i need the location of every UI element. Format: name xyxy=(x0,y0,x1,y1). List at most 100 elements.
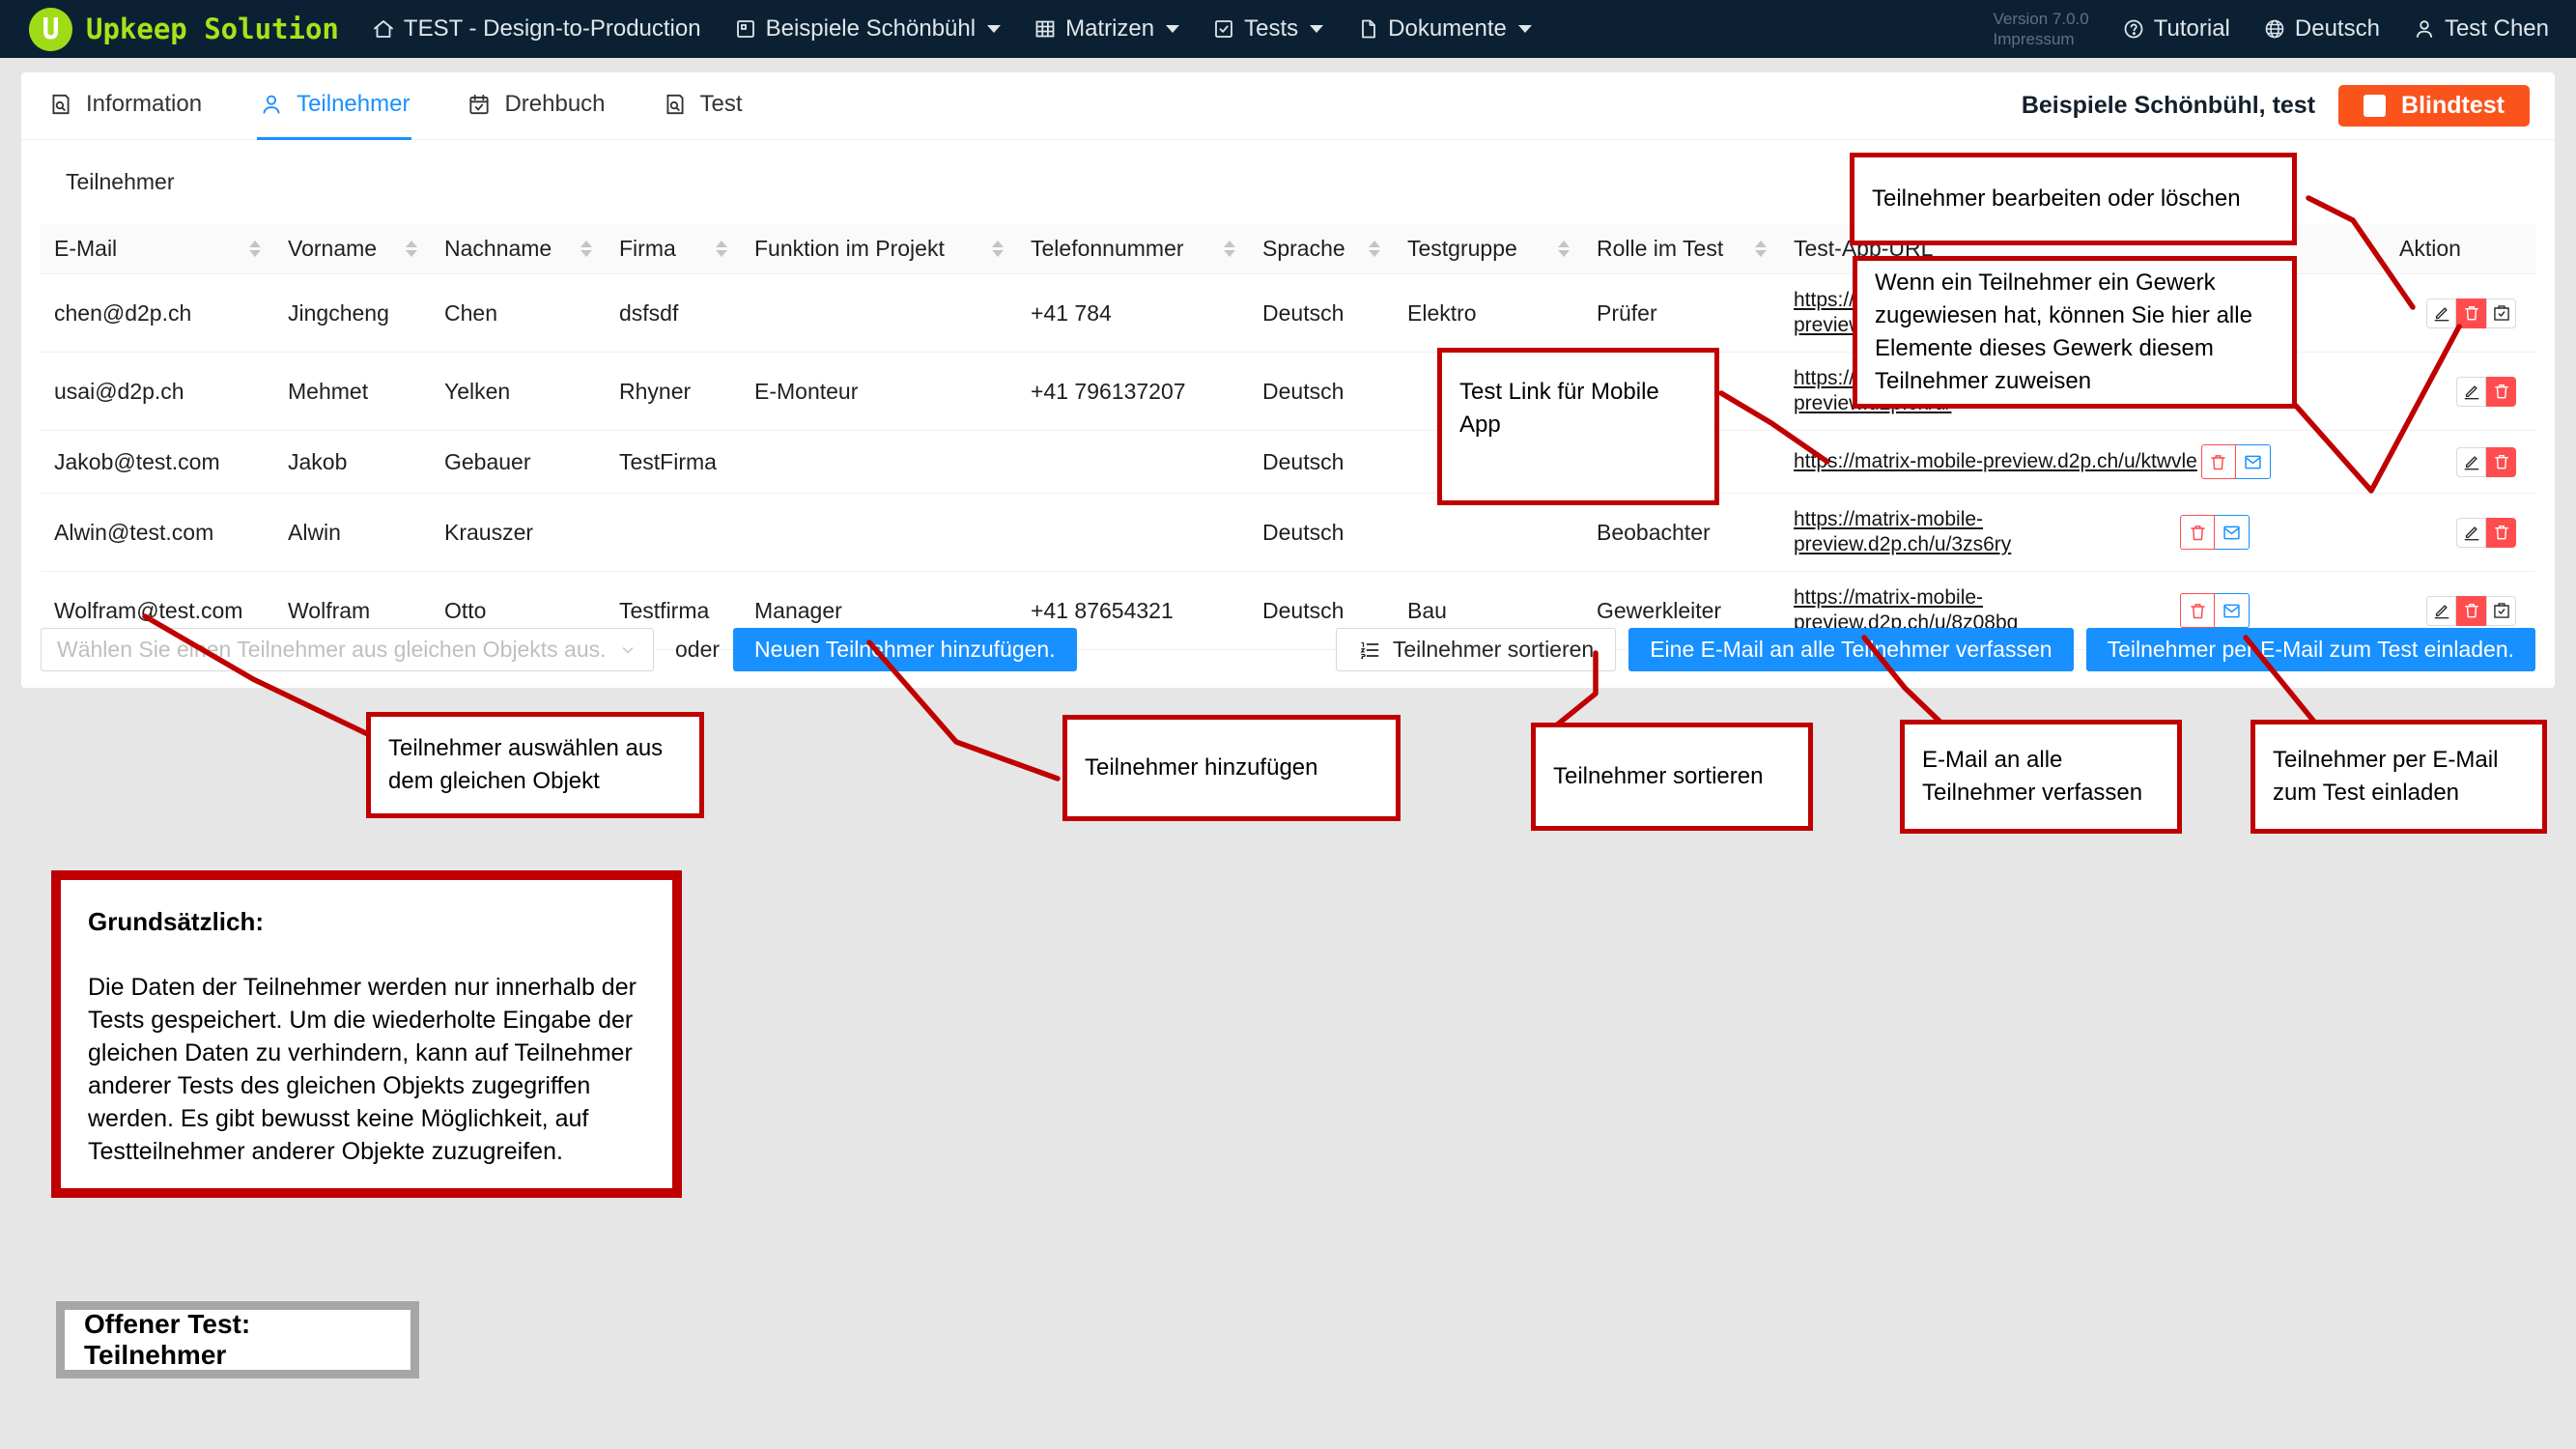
tutorial-link[interactable]: Tutorial xyxy=(2122,15,2230,43)
column-header-telefon[interactable]: Telefonnummer xyxy=(1017,224,1249,274)
nav-item-dokumente[interactable]: Dokumente xyxy=(1356,15,1532,43)
cell-telefon xyxy=(1017,493,1249,572)
cell-vorname: Jingcheng xyxy=(274,273,431,353)
sort-carets-icon[interactable] xyxy=(716,241,727,257)
trash-icon xyxy=(2190,525,2205,540)
column-header-nachname[interactable]: Nachname xyxy=(431,224,606,274)
test-app-url-link[interactable]: https://matrix-mobile-preview.d2p.ch/u/3… xyxy=(1794,508,2012,555)
chevron-down-icon xyxy=(622,646,634,653)
mail-icon xyxy=(2223,526,2240,539)
tab-drehbuch[interactable]: Drehbuch xyxy=(465,72,607,140)
cell-url: https://matrix-mobile-preview.d2p.ch/u/3… xyxy=(1780,493,2386,572)
sort-carets-icon[interactable] xyxy=(1224,241,1235,257)
url-mail-button[interactable] xyxy=(2235,444,2271,479)
edit-button[interactable] xyxy=(2426,298,2456,328)
nav-item-object[interactable]: Beispiele Schönbühl xyxy=(734,15,1002,43)
upkeep-logo[interactable]: U xyxy=(29,7,72,51)
edit-pencil-icon xyxy=(2464,385,2478,400)
test-app-url-link[interactable]: https://matrix-mobile-preview.d2p.ch/u/k… xyxy=(1794,450,2197,472)
column-header-sprache[interactable]: Sprache xyxy=(1249,224,1394,274)
edit-button[interactable] xyxy=(2456,517,2486,548)
delete-button[interactable] xyxy=(2486,446,2516,477)
cell-sprache: Deutsch xyxy=(1249,352,1394,431)
impressum-link[interactable]: Impressum xyxy=(1993,30,2075,48)
trash-icon xyxy=(2464,305,2478,321)
nav-item-home[interactable]: TEST - Design-to-Production xyxy=(372,15,701,43)
sort-carets-icon[interactable] xyxy=(1369,241,1380,257)
cell-email: Jakob@test.com xyxy=(41,430,274,494)
sort-carets-icon[interactable] xyxy=(249,241,261,257)
tab-teilnehmer[interactable]: Teilnehmer xyxy=(257,72,412,140)
column-header-firma[interactable]: Firma xyxy=(606,224,741,274)
edit-button[interactable] xyxy=(2456,446,2486,477)
user-icon xyxy=(2416,20,2433,38)
delete-button[interactable] xyxy=(2486,517,2516,548)
sort-carets-icon[interactable] xyxy=(580,241,592,257)
cell-sprache: Deutsch xyxy=(1249,273,1394,353)
cell-firma: TestFirma xyxy=(606,430,741,494)
blindtest-button[interactable]: Blindtest xyxy=(2338,85,2530,127)
trash-icon xyxy=(2494,384,2508,399)
annotation-gewerk: Wenn ein Teilnehmer ein Gewerk zugewiese… xyxy=(1853,256,2297,409)
email-all-button[interactable]: Eine E-Mail an alle Teilnehmer verfassen xyxy=(1628,628,2074,671)
edit-pencil-icon xyxy=(2434,605,2449,619)
sort-carets-icon[interactable] xyxy=(992,241,1004,257)
nav-item-matrizen[interactable]: Matrizen xyxy=(1033,15,1180,43)
tabs-bar: Information Teilnehmer Drehbuch Test Bei… xyxy=(21,72,2555,140)
home-icon xyxy=(374,20,393,38)
column-header-funktion[interactable]: Funktion im Projekt xyxy=(741,224,1017,274)
sort-carets-icon[interactable] xyxy=(1558,241,1570,257)
sort-carets-icon[interactable] xyxy=(406,241,417,257)
cell-telefon: +41 784 xyxy=(1017,273,1249,353)
delete-button[interactable] xyxy=(2456,298,2486,328)
participant-icon xyxy=(263,95,280,114)
cell-funktion xyxy=(741,493,1017,572)
cell-sprache: Deutsch xyxy=(1249,430,1394,494)
url-delete-button[interactable] xyxy=(2180,593,2215,628)
cell-nachname: Chen xyxy=(431,273,606,353)
url-mail-button[interactable] xyxy=(2215,593,2250,628)
cell-aktion xyxy=(2386,273,2535,353)
participant-select[interactable]: Wählen Sie einen Teilnehmer aus gleichen… xyxy=(41,628,654,671)
assign-elements-button[interactable] xyxy=(2486,595,2516,626)
cell-vorname: Mehmet xyxy=(274,352,431,431)
cell-firma xyxy=(606,493,741,572)
trash-icon xyxy=(2494,525,2508,540)
column-header-rolle[interactable]: Rolle im Test xyxy=(1583,224,1780,274)
user-menu[interactable]: Test Chen xyxy=(2413,15,2549,43)
footer-slide-title: Offener Test: Teilnehmer xyxy=(56,1301,419,1378)
preview-icon xyxy=(736,20,754,38)
add-participant-button[interactable]: Neuen Teilnehmer hinzufügen. xyxy=(733,628,1077,671)
column-header-testgruppe[interactable]: Testgruppe xyxy=(1394,224,1583,274)
cell-aktion xyxy=(2386,493,2535,572)
delete-button[interactable] xyxy=(2456,595,2486,626)
sort-participants-button[interactable]: Teilnehmer sortieren xyxy=(1335,628,1617,671)
edit-button[interactable] xyxy=(2426,595,2456,626)
cell-firma: dsfsdf xyxy=(606,273,741,353)
delete-button[interactable] xyxy=(2486,376,2516,407)
version-info: Version 7.0.0 Impressum xyxy=(1993,10,2089,48)
nav-item-tests[interactable]: Tests xyxy=(1212,15,1324,43)
content-card: Information Teilnehmer Drehbuch Test Bei… xyxy=(21,72,2555,688)
cell-funktion: E-Monteur xyxy=(741,352,1017,431)
caret-down-icon xyxy=(987,25,1002,33)
cell-sprache: Deutsch xyxy=(1249,571,1394,650)
url-delete-button[interactable] xyxy=(2180,515,2215,550)
column-header-email[interactable]: E-Mail xyxy=(41,224,274,274)
edit-pencil-icon xyxy=(2464,456,2478,470)
table-row: Jakob@test.com Jakob Gebauer TestFirma Deuts… xyxy=(41,430,2535,494)
object-test-label: Beispiele Schönbühl, test xyxy=(2021,92,2316,119)
tab-information[interactable]: Information xyxy=(46,72,204,140)
table-row: Wolfram@test.com Wolfram Otto Testfirma Mana… xyxy=(41,571,2535,650)
assign-elements-button[interactable] xyxy=(2486,298,2516,328)
url-mail-button[interactable] xyxy=(2215,515,2250,550)
column-header-vorname[interactable]: Vorname xyxy=(274,224,431,274)
url-delete-button[interactable] xyxy=(2200,444,2236,479)
language-switcher[interactable]: Deutsch xyxy=(2263,15,2380,43)
cell-email: usai@d2p.ch xyxy=(41,352,274,431)
invite-participants-button[interactable]: Teilnehmer per E-Mail zum Test einladen. xyxy=(2085,628,2535,671)
document-icon xyxy=(1362,19,1376,39)
tab-test[interactable]: Test xyxy=(661,72,745,140)
sort-carets-icon[interactable] xyxy=(1755,241,1767,257)
edit-button[interactable] xyxy=(2456,376,2486,407)
